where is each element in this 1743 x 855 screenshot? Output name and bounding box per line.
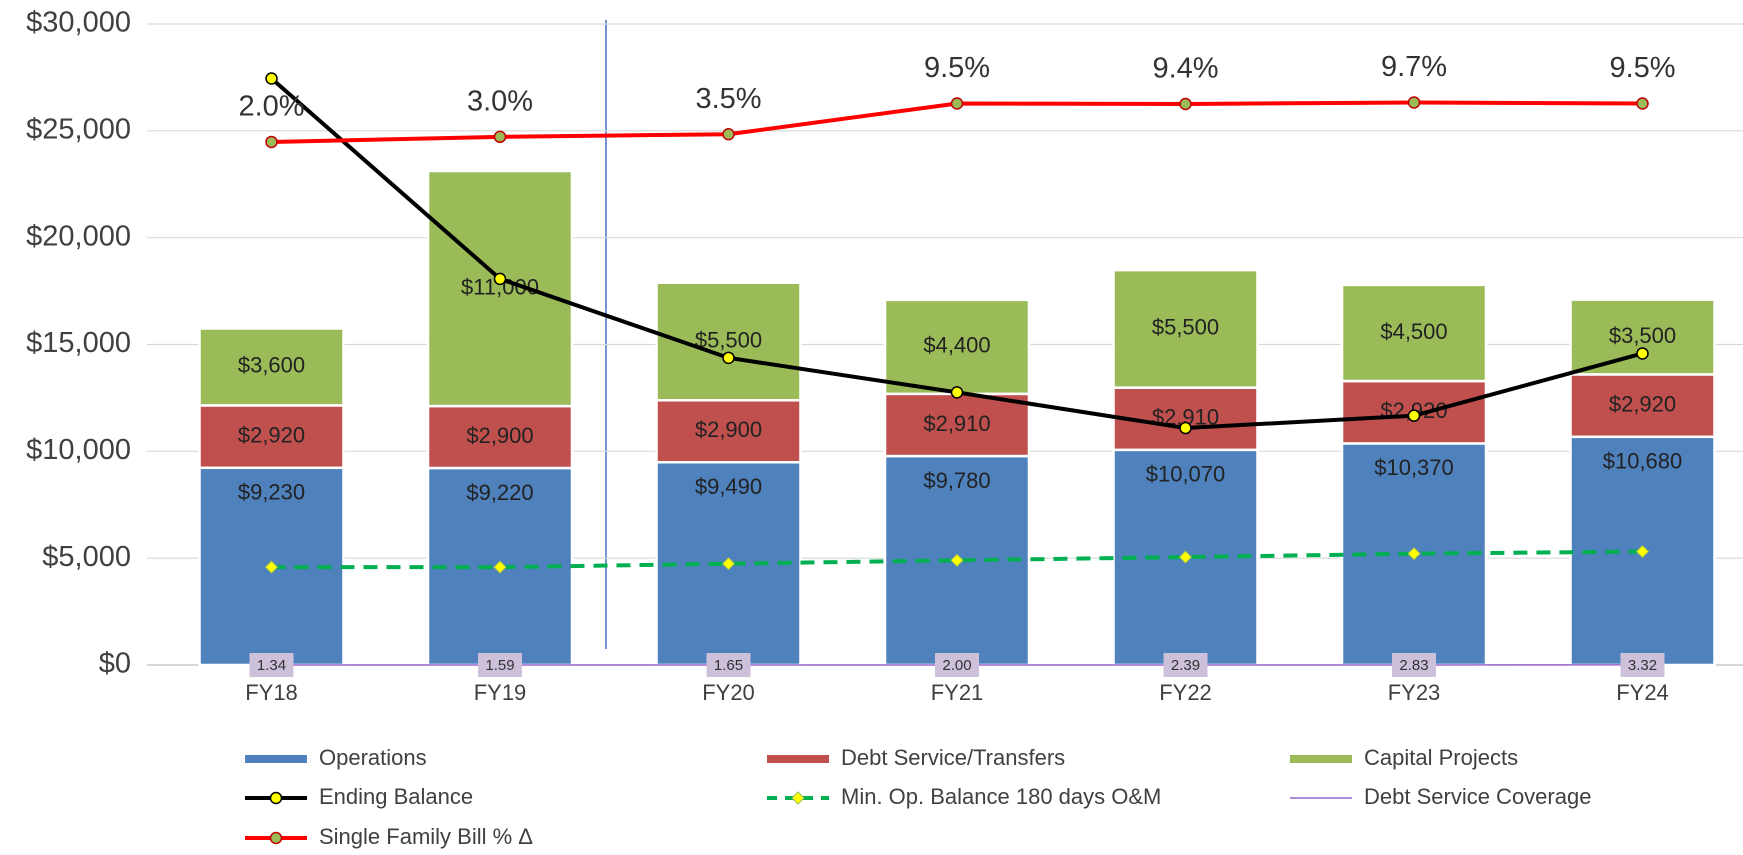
bar-label: $2,900 [466, 423, 533, 448]
marker [722, 128, 735, 141]
label-box [478, 653, 522, 677]
bar-segment [426, 169, 574, 408]
label-box [1620, 653, 1665, 677]
bar-segment [198, 327, 345, 407]
bar-label: $9,230 [238, 480, 305, 505]
legend-label: Debt Service Coverage [1364, 784, 1591, 809]
marker [493, 560, 507, 574]
bar-label: $10,680 [1603, 449, 1683, 474]
legend-marker [269, 791, 283, 805]
marker [950, 386, 964, 399]
marker [493, 272, 507, 286]
label-box [706, 653, 751, 677]
coverage-label: 1.65 [714, 657, 743, 674]
bar-label: $9,220 [466, 480, 533, 505]
bar-segment [426, 404, 574, 470]
x-tick-label: FY20 [702, 680, 755, 705]
percent-label: 3.0% [467, 85, 533, 117]
bar-label: $10,370 [1374, 455, 1454, 480]
legend-label: Debt Service/Transfers [841, 745, 1065, 770]
legend-swatch [245, 755, 307, 763]
marker [265, 72, 278, 85]
coverage-label: 2.83 [1399, 657, 1428, 674]
bar-label: $4,500 [1380, 319, 1447, 344]
bar-segment [1112, 268, 1259, 389]
marker [1179, 97, 1192, 111]
coverage-label: 1.34 [257, 657, 286, 674]
bar-label: $5,500 [1152, 315, 1219, 340]
bar-label: $4,400 [923, 333, 990, 358]
x-tick-label: FY21 [931, 680, 984, 705]
marker [1407, 409, 1421, 422]
y-tick-label: $30,000 [26, 7, 131, 39]
marker [265, 135, 278, 149]
marker [1179, 421, 1192, 435]
bar-segment [883, 298, 1031, 396]
y-tick-label: $25,000 [26, 113, 131, 145]
legend-label: Ending Balance [319, 784, 473, 809]
percent-label: 9.5% [924, 52, 990, 84]
marker [1635, 544, 1650, 559]
y-tick-label: $5,000 [42, 541, 131, 573]
legend-marker [791, 791, 805, 805]
coverage-label: 2.39 [1171, 657, 1200, 674]
bar-label: $10,070 [1146, 462, 1226, 487]
x-tick-label: FY22 [1159, 680, 1212, 705]
marker [493, 130, 507, 144]
marker [264, 560, 279, 574]
x-tick-label: FY24 [1616, 680, 1669, 705]
marker [950, 97, 964, 110]
x-tick-label: FY23 [1388, 680, 1441, 705]
percent-label: 9.7% [1381, 51, 1447, 83]
y-tick-label: $0 [99, 648, 131, 680]
marker [950, 553, 964, 568]
marker [1407, 96, 1421, 109]
legend-swatch [767, 755, 829, 763]
legend-label: Min. Op. Balance 180 days O&M [841, 784, 1161, 809]
marker [1636, 347, 1649, 360]
x-tick-label: FY18 [245, 680, 298, 705]
bar-segment [1569, 298, 1716, 376]
label-box [249, 653, 294, 677]
bar-label: $2,910 [923, 411, 990, 436]
y-tick-label: $15,000 [26, 327, 131, 359]
legend-label: Single Family Bill % Δ [319, 824, 533, 849]
bar-label: $9,490 [695, 474, 762, 499]
marker [722, 351, 735, 365]
label-box [1392, 653, 1436, 677]
legend-label: Operations [319, 745, 427, 770]
marker [1636, 97, 1649, 110]
bar-label: $3,600 [238, 353, 305, 378]
legend-marker [269, 831, 283, 845]
coverage-label: 2.00 [942, 657, 971, 674]
bar-segment [198, 404, 345, 470]
percent-label: 2.0% [238, 91, 304, 123]
label-box [935, 653, 979, 677]
legend-label: Capital Projects [1364, 745, 1518, 770]
x-tick-label: FY19 [474, 680, 527, 705]
bar-segment [883, 392, 1031, 458]
marker [721, 557, 736, 571]
percent-label: 9.5% [1609, 52, 1675, 84]
bar-label: $9,780 [923, 468, 990, 493]
legend-swatch [1290, 755, 1352, 763]
bar-segment [1340, 283, 1488, 383]
percent-label: 3.5% [695, 83, 761, 115]
y-tick-label: $10,000 [26, 434, 131, 466]
y-tick-label: $20,000 [26, 220, 131, 252]
marker [1178, 550, 1193, 564]
coverage-label: 1.59 [485, 657, 514, 674]
bar-segment [655, 399, 802, 464]
bar-label: $3,500 [1609, 323, 1676, 348]
bar-label: $2,920 [1609, 391, 1676, 416]
bar-label: $2,900 [695, 417, 762, 442]
percent-label: 9.4% [1152, 53, 1218, 85]
coverage-label: 3.32 [1628, 657, 1657, 674]
marker [1407, 546, 1421, 561]
label-box [1163, 653, 1208, 677]
bar-label: $2,920 [238, 422, 305, 447]
